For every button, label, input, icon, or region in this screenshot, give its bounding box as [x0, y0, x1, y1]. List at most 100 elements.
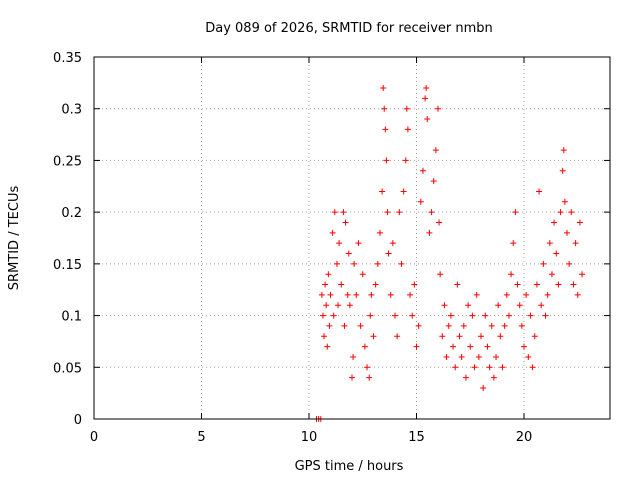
data-point — [344, 291, 351, 298]
data-point — [318, 291, 325, 298]
data-point — [324, 343, 331, 350]
data-point — [555, 281, 562, 288]
data-point — [462, 374, 469, 381]
data-point — [458, 353, 465, 360]
data-point — [436, 219, 443, 226]
data-point — [568, 209, 575, 216]
data-point — [351, 260, 358, 267]
data-point — [383, 157, 390, 164]
data-point — [469, 312, 476, 319]
data-point — [382, 126, 389, 133]
data-point — [342, 219, 349, 226]
data-point — [338, 281, 345, 288]
y-tick-label: 0.15 — [53, 258, 82, 273]
data-point — [450, 343, 457, 350]
data-point — [441, 302, 448, 309]
y-axis-label: SRMTID / TECUs — [7, 186, 22, 291]
data-point — [574, 291, 581, 298]
data-point — [428, 209, 435, 216]
x-axis-label: GPS time / hours — [295, 459, 404, 474]
data-point — [475, 353, 482, 360]
y-tick-label: 0.3 — [61, 103, 82, 118]
data-point — [471, 364, 478, 371]
grid-layer — [94, 57, 610, 419]
data-point — [389, 240, 396, 247]
y-tick-labels: 0 0.05 0.1 0.15 0.2 0.25 0.3 0.35 — [53, 51, 82, 428]
data-point — [359, 271, 366, 278]
data-point — [548, 271, 555, 278]
data-point — [331, 209, 338, 216]
data-point — [370, 333, 377, 340]
x-tick-label: 10 — [301, 430, 318, 445]
data-point — [435, 105, 441, 112]
data-point — [432, 147, 439, 154]
data-point — [553, 250, 560, 257]
y-tick-label: 0 — [74, 413, 82, 428]
data-point — [329, 229, 336, 236]
data-point — [407, 291, 414, 298]
data-point — [512, 209, 519, 216]
data-point — [559, 167, 566, 174]
data-point — [439, 333, 446, 340]
data-point — [521, 343, 527, 350]
data-point — [445, 322, 452, 329]
data-point — [323, 302, 330, 309]
data-point — [396, 209, 403, 216]
data-point — [447, 312, 454, 319]
data-point — [398, 260, 405, 267]
data-point — [533, 281, 540, 288]
data-point — [376, 229, 383, 236]
data-point — [350, 353, 357, 360]
data-point — [411, 281, 418, 288]
data-point — [404, 126, 411, 133]
data-point — [325, 271, 332, 278]
data-point — [422, 95, 429, 102]
data-point — [349, 374, 355, 381]
data-point — [333, 260, 340, 267]
data-point — [497, 333, 504, 340]
data-point — [538, 302, 545, 309]
data-point — [518, 322, 525, 329]
data-point — [452, 364, 459, 371]
data-point — [454, 281, 461, 288]
data-point — [501, 322, 508, 329]
data-point — [327, 291, 334, 298]
x-tick-label: 20 — [516, 430, 533, 445]
data-point — [367, 312, 374, 319]
data-point — [465, 302, 472, 309]
y-tick-label: 0.35 — [53, 51, 82, 66]
data-point — [392, 312, 398, 319]
data-point — [572, 240, 579, 247]
data-point — [510, 240, 517, 247]
data-point — [372, 281, 379, 288]
data-point — [551, 219, 558, 226]
data-point — [409, 312, 416, 319]
x-tick-label: 5 — [197, 430, 205, 445]
y-tick-label: 0.2 — [61, 206, 82, 221]
data-point — [443, 353, 450, 360]
data-point — [415, 322, 422, 329]
data-point — [413, 343, 420, 350]
data-point — [564, 229, 570, 236]
y-tick-label: 0.25 — [53, 154, 82, 169]
data-point — [419, 167, 426, 174]
data-point — [336, 240, 343, 247]
data-point — [557, 209, 564, 216]
data-point — [366, 374, 373, 381]
data-point — [523, 291, 530, 298]
data-point — [357, 322, 364, 329]
data-point — [361, 343, 368, 350]
data-point — [330, 312, 337, 319]
data-point — [385, 250, 392, 257]
data-point — [514, 281, 521, 288]
x-tick-labels: 0 5 10 15 20 — [90, 430, 532, 445]
data-point — [560, 147, 567, 154]
data-point — [495, 302, 502, 309]
data-point — [394, 333, 401, 340]
data-point — [321, 333, 328, 340]
y-tick-label: 0.1 — [61, 310, 82, 325]
data-point — [473, 291, 480, 298]
data-point — [542, 312, 549, 319]
data-point — [355, 240, 362, 247]
